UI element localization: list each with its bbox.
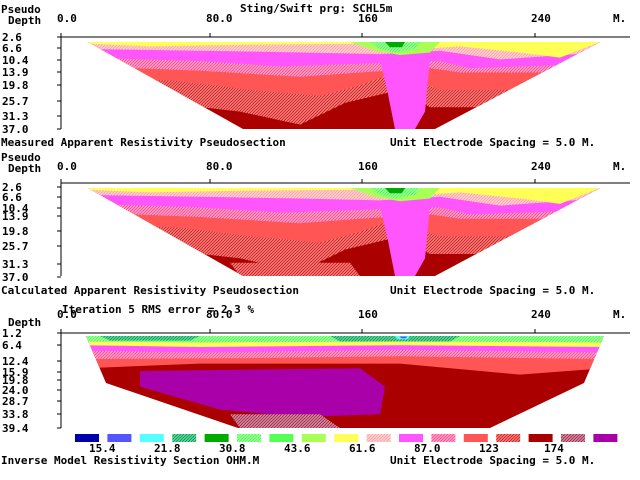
panel-3: Depth 0.0 80.0 160 240 M. 1.26.4 12.415.919.824… — [1, 308, 630, 467]
y-tick-label: 37.0 — [2, 123, 29, 136]
y-tick-label: 10.4 — [2, 202, 29, 215]
legend-swatch — [399, 434, 423, 442]
contour-band — [88, 42, 600, 58]
legend-swatch — [139, 434, 164, 442]
legend-swatch — [334, 434, 359, 442]
legend-swatch — [463, 434, 488, 442]
x-tick-label: 0.0 — [57, 160, 77, 173]
y-tick-label: 15.9 — [2, 366, 29, 379]
panel-caption: Measured Apparent Resistivity Pseudosect… — [1, 136, 286, 149]
contour-band — [380, 205, 430, 276]
contour-band — [88, 188, 600, 204]
legend-swatch — [237, 434, 261, 442]
legend-swatch — [366, 434, 391, 442]
legend-value: 21.8 — [154, 442, 181, 455]
x-tick-label: 240 — [531, 12, 551, 25]
x-axis-unit: M. — [613, 12, 626, 25]
y-tick-label: 19.8 — [2, 225, 29, 238]
y-tick-label: 2.6 — [2, 181, 22, 194]
y-tick-label: 12.4 — [2, 355, 29, 368]
legend-swatch — [269, 434, 294, 442]
legend-swatch — [75, 434, 99, 442]
x-tick-label: 0.0 — [57, 308, 77, 321]
legend-swatch — [528, 434, 553, 442]
x-axis-unit: M. — [613, 160, 626, 173]
spacing-label: Unit Electrode Spacing = 5.0 M. — [390, 136, 595, 149]
legend-swatch — [204, 434, 229, 442]
y-axis-label: Pseudo — [1, 151, 41, 164]
legend-value: 15.4 — [89, 442, 116, 455]
legend-swatch — [431, 434, 456, 442]
x-tick-label: 160 — [358, 12, 378, 25]
panel-caption: Calculated Apparent Resistivity Pseudose… — [1, 284, 299, 297]
y-tick-label: 19.8 — [2, 374, 29, 387]
legend-value: 43.6 — [284, 442, 311, 455]
y-axis-label: Depth — [8, 162, 41, 175]
legend-value: 87.0 — [414, 442, 441, 455]
y-tick-label: 6.4 — [2, 339, 22, 352]
y-tick-label: 2.6 — [2, 31, 22, 44]
x-tick-label: 80.0 — [206, 160, 233, 173]
x-tick-label: 0.0 — [57, 12, 77, 25]
legend-swatch — [496, 434, 521, 442]
legend-value: 61.6 — [349, 442, 376, 455]
legend-swatch — [172, 434, 197, 442]
x-axis-unit: M. — [613, 308, 626, 321]
contour-band — [385, 42, 405, 48]
y-tick-label: 39.4 — [2, 422, 29, 435]
contour-band — [140, 368, 385, 417]
pseudosection-contours — [88, 188, 600, 276]
x-tick-label: 160 — [358, 308, 378, 321]
contour-band — [385, 188, 405, 194]
y-tick-label: 6.6 — [2, 42, 22, 55]
pseudosection-contours — [88, 42, 600, 129]
y-tick-label: 1.2 — [2, 327, 22, 340]
y-tick-label: 25.7 — [2, 95, 29, 108]
spacing-label: Unit Electrode Spacing = 5.0 M. — [390, 284, 595, 297]
contour-band — [330, 336, 460, 342]
y-axis-label: Pseudo — [1, 3, 41, 16]
y-tick-label: 6.6 — [2, 191, 22, 204]
panel-caption: Inverse Model Resistivity Section OHM.M — [1, 454, 260, 467]
y-axis-label: Depth — [8, 316, 41, 329]
color-scale-legend: 15.4 21.8 30.8 43.6 61.6 87.0 123 174 — [75, 434, 618, 455]
model-contours — [86, 336, 604, 428]
legend-swatch — [107, 434, 132, 442]
y-tick-label: 33.8 — [2, 408, 29, 421]
x-tick-label: 240 — [531, 160, 551, 173]
y-axis-label: Depth — [8, 14, 41, 27]
y-tick-label: 31.3 — [2, 258, 29, 271]
x-tick-label: 80.0 — [206, 12, 233, 25]
y-tick-label: 24.0 — [2, 384, 29, 397]
contour-band — [100, 336, 200, 341]
contour-band — [400, 336, 407, 339]
y-tick-label: 31.3 — [2, 110, 29, 123]
contour-band — [380, 59, 430, 129]
figure-title: Sting/Swift prg: SCHL5m — [240, 2, 393, 15]
y-tick-label: 28.7 — [2, 395, 29, 408]
contour-band — [230, 414, 340, 428]
x-tick-label: 240 — [531, 308, 551, 321]
y-tick-label: 19.8 — [2, 79, 29, 92]
spacing-label: Unit Electrode Spacing = 5.0 M. — [390, 454, 595, 467]
legend-swatch — [593, 434, 618, 442]
x-tick-label: 160 — [358, 160, 378, 173]
y-tick-label: 25.7 — [2, 240, 29, 253]
x-tick-label: 80.0 — [206, 308, 233, 321]
legend-swatch — [301, 434, 326, 442]
y-tick-label: 37.0 — [2, 271, 29, 284]
legend-value: 30.8 — [219, 442, 246, 455]
y-tick-label: 10.4 — [2, 54, 29, 67]
contour-band — [230, 262, 360, 276]
y-tick-label: 13.9 — [2, 66, 29, 79]
iteration-note: Iteration 5 RMS error = 2.3 % — [62, 303, 254, 316]
legend-value: 123 — [479, 442, 499, 455]
legend-value: 174 — [544, 442, 564, 455]
legend-swatch — [561, 434, 585, 442]
y-tick-label: 13.9 — [2, 210, 29, 223]
